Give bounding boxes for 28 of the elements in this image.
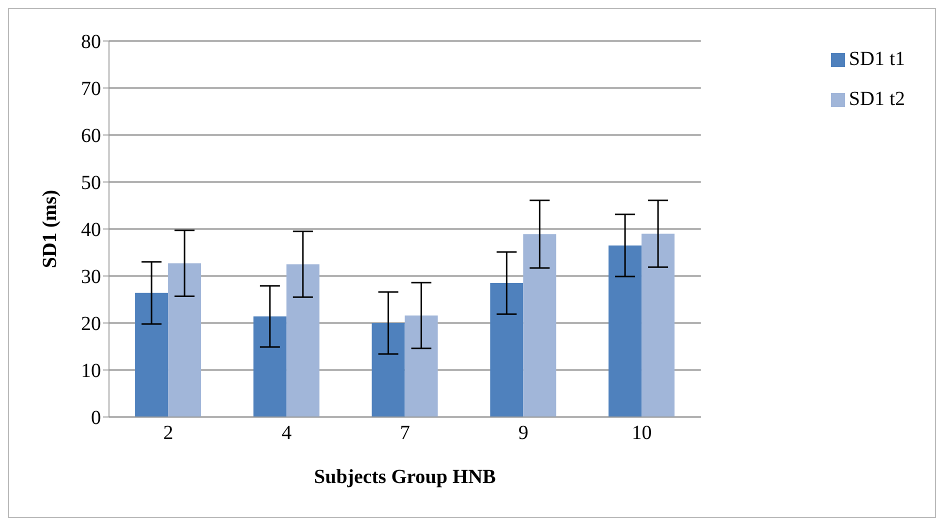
- bar: [372, 323, 405, 417]
- y-tick-label: 80: [81, 31, 101, 54]
- bar: [642, 234, 675, 417]
- bar: [253, 316, 286, 417]
- bar: [404, 315, 438, 417]
- y-tick-label: 50: [81, 172, 101, 194]
- x-tick-label: 9: [518, 422, 528, 444]
- x-axis-title: Subjects Group HNB: [314, 466, 496, 488]
- bar: [286, 264, 320, 417]
- y-tick-label: 20: [81, 313, 101, 336]
- y-tick-label: 70: [81, 78, 101, 100]
- bar: [490, 283, 524, 417]
- x-tick-label: 7: [400, 422, 410, 444]
- y-tick-label: 60: [81, 125, 101, 148]
- bar: [168, 263, 202, 417]
- y-tick-label: 10: [81, 360, 101, 382]
- y-axis-title: SD1 (ms): [39, 190, 62, 268]
- bar: [523, 234, 556, 417]
- bar: [135, 292, 168, 417]
- legend-label: SD1 t1: [848, 48, 905, 70]
- bar: [608, 245, 642, 417]
- legend-label: SD1 t2: [848, 88, 905, 110]
- y-tick-label: 30: [81, 266, 101, 288]
- x-tick-label: 10: [632, 422, 652, 444]
- x-tick-label: 2: [163, 422, 174, 444]
- y-tick-label: 0: [91, 407, 101, 430]
- y-tick-label: 40: [81, 219, 101, 242]
- x-tick-label: 4: [282, 422, 292, 444]
